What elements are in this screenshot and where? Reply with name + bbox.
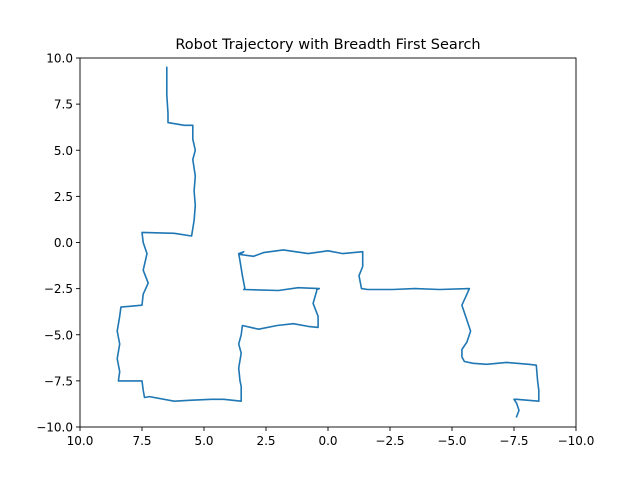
- chart-title: Robot Trajectory with Breadth First Sear…: [175, 37, 480, 53]
- y-tick-label: 7.5: [54, 98, 73, 112]
- y-tick-label: −5.0: [44, 328, 73, 342]
- x-tick-label: −10.0: [558, 434, 595, 448]
- x-axis: 10.0 7.5 5.0 2.5 0.0 −2.5 −5.0 −7.5 −10.0: [67, 427, 595, 448]
- y-tick-label: 2.5: [54, 190, 73, 204]
- y-tick-label: 0.0: [54, 236, 73, 250]
- y-tick-label: 10.0: [46, 52, 73, 66]
- x-tick-label: −7.5: [499, 434, 528, 448]
- trajectory-line: [116, 66, 540, 418]
- plot-frame: [79, 57, 577, 428]
- plot-area: 10.0 7.5 5.0 2.5 0.0 −2.5 −5.0 −7.5 −10.0 10.0 7.…: [36, 52, 594, 449]
- y-tick-label: −10.0: [36, 421, 73, 435]
- x-tick-label: 2.5: [256, 434, 275, 448]
- x-tick-label: 7.5: [132, 434, 151, 448]
- y-tick-label: −2.5: [44, 282, 73, 296]
- x-tick-label: 5.0: [194, 434, 213, 448]
- x-tick-label: 10.0: [67, 434, 94, 448]
- x-tick-label: 0.0: [318, 434, 337, 448]
- y-axis: 10.0 7.5 5.0 2.5 0.0 −2.5 −5.0 −7.5 −10.0: [36, 52, 80, 435]
- x-tick-label: −2.5: [375, 434, 404, 448]
- x-tick-label: −5.0: [437, 434, 466, 448]
- y-tick-label: 5.0: [54, 144, 73, 158]
- y-tick-label: −7.5: [44, 374, 73, 388]
